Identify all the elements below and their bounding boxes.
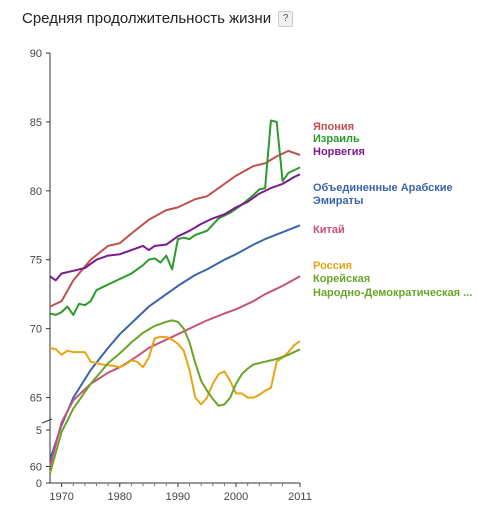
series-line-1 xyxy=(49,119,301,316)
series-line-2 xyxy=(49,173,301,282)
legend-item: Корейская xyxy=(313,273,370,285)
axis-break-mark xyxy=(41,418,53,424)
legend-item: Россия xyxy=(313,260,352,272)
series-line-5 xyxy=(49,335,301,406)
y-tick-label: 0 xyxy=(36,478,42,490)
legend-item: Китай xyxy=(313,224,345,236)
y-tick-label: 90 xyxy=(30,48,42,60)
series-line-3 xyxy=(49,224,301,460)
legend-item: Народно-Демократическая ... xyxy=(313,287,472,299)
x-tick-label: 1970 xyxy=(49,491,73,503)
legend-item: Эмираты xyxy=(313,195,363,207)
series-line-0 xyxy=(49,149,301,308)
y-tick-label: 85 xyxy=(30,117,42,129)
y-tick-label: 80 xyxy=(30,186,42,198)
y-tick-label: 60 xyxy=(30,461,42,473)
legend-item: Норвегия xyxy=(313,146,365,158)
chart-title: Средняя продолжительность жизни xyxy=(22,10,272,27)
series-line-4 xyxy=(49,275,301,467)
series-line-6 xyxy=(49,319,301,474)
y-tick-label: 65 xyxy=(30,393,42,405)
help-button[interactable]: ? xyxy=(278,10,294,27)
x-tick-label: 2000 xyxy=(224,491,248,503)
y-tick-label: 75 xyxy=(30,255,42,267)
legend-item: Япония xyxy=(313,121,354,133)
x-tick-label: 1990 xyxy=(166,491,190,503)
y-tick-label: 5 xyxy=(36,425,42,437)
x-tick-label: 2011 xyxy=(288,491,312,503)
tick-labels: 0 5 60 65 70 75 80 85 90 1970 1980 1990 2000 2011 xyxy=(30,48,312,503)
x-tick-label: 1980 xyxy=(108,491,132,503)
legend-item: Израиль xyxy=(313,133,360,145)
legend-item: Объединенные Арабские xyxy=(313,182,453,194)
title-row: Средняя продолжительность жизни ? xyxy=(22,10,294,27)
series-lines xyxy=(49,119,301,474)
chart-axes xyxy=(49,53,300,484)
y-tick-label: 70 xyxy=(30,324,42,336)
